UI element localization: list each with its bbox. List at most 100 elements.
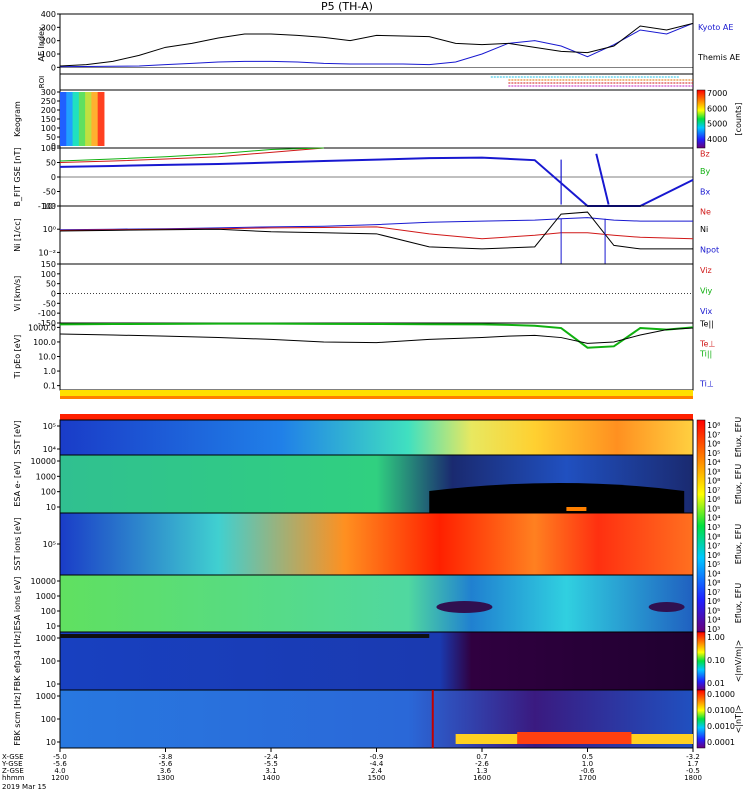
legend-kyoto-ae: Kyoto AE	[698, 23, 733, 32]
keogram-cell	[91, 92, 99, 146]
fbk-b-band	[517, 732, 632, 744]
axis-row-label: hhmm	[2, 774, 25, 782]
keogram-y-axis-label: Keogram	[13, 101, 22, 137]
axis-row-value: 0.7	[476, 753, 487, 761]
esa_e-y-tick-label: 100	[41, 488, 56, 497]
ae-y-tick-label: 0	[51, 63, 56, 72]
ae-y-tick-label: 100	[41, 50, 56, 59]
keogram-cell	[97, 92, 105, 146]
axis-row-value: 3.6	[160, 767, 172, 775]
eflux-colorbar-tick: 10⁷	[707, 486, 720, 495]
fbk_b-y-tick-label: 1000	[36, 692, 56, 701]
fbk_b-y-axis-label: FBK scm [Hz]	[13, 692, 22, 745]
axis-row-label: Z-GSE	[2, 767, 24, 775]
eflux-colorbar-tick: 10³	[707, 523, 720, 532]
mode-strip-yellow	[60, 390, 693, 396]
keogram-cell	[85, 92, 92, 146]
eflux-colorbar-tick: 10⁸	[707, 532, 720, 541]
legend-temperature-3: Ti⊥	[699, 380, 714, 389]
bfield-spike	[595, 153, 610, 205]
legend-ni: Ni	[700, 225, 708, 234]
velocity-panel-frame	[59, 263, 694, 324]
eflux-colorbar-tick: 10³	[707, 625, 720, 634]
sst_i-y-axis-label: SST ions [eV]	[13, 517, 22, 570]
temperature-y-tick-label: 100.0	[33, 338, 56, 347]
temperature-y-tick-label: 0.1	[43, 382, 56, 391]
eflux-colorbar-tick: 10⁷	[707, 430, 720, 439]
axis-row-value: 1.3	[476, 767, 487, 775]
eflux-colorbar-label: Eflux, EFU	[734, 583, 743, 624]
axis-row-value: 1600	[473, 774, 491, 782]
keogram-y-tick-label: 150	[41, 115, 56, 124]
fbk-e-colorbar-tick: 1.00	[707, 633, 725, 642]
axis-row-value: -5.0	[53, 753, 67, 761]
velocity-y-tick-label: -100	[38, 309, 56, 318]
axis-row-value: 2.4	[371, 767, 383, 775]
bfield-y-tick-label: 100	[41, 144, 56, 153]
fbk-b-colorbar-tick: 0.0100	[707, 706, 735, 715]
eflux-colorbar-tick: 10⁴	[707, 616, 720, 625]
plot-title: P5 (TH-A)	[321, 0, 373, 13]
esa_i-y-tick-label: 100	[41, 607, 56, 616]
axis-row-value: -0.5	[686, 767, 700, 775]
esa_i-spectrogram	[60, 575, 693, 632]
fbk-e-colorbar-label: <|mV/m|>	[734, 640, 743, 683]
axis-row-value: -3.2	[686, 753, 700, 761]
esa_i-y-tick-label: 10000	[31, 577, 56, 586]
temperature-series-line	[59, 327, 694, 344]
sst_e-spectrogram	[60, 420, 693, 455]
eflux-colorbar-label: Eflux, EFU	[734, 417, 743, 458]
fbk-e-colorbar-tick: 0.10	[707, 656, 725, 665]
axis-row-value: 1200	[51, 774, 69, 782]
axis-row-value: 1400	[262, 774, 280, 782]
sst_i-spectrogram	[60, 513, 693, 575]
eflux-colorbar-tick: 10⁶	[707, 440, 720, 449]
density-y-axis-label: Ni [1/cc]	[13, 218, 22, 252]
keogram-colorbar	[696, 89, 706, 149]
fbk-b-colorbar-tick: 0.0010	[707, 722, 735, 731]
eflux-colorbar-tick: 10⁷	[707, 542, 720, 551]
esa-e-spot	[566, 507, 587, 511]
ae-y-tick-label: 300	[41, 23, 56, 32]
temperature-y-tick-label: 10.0	[38, 353, 56, 362]
axis-row-value: -5.6	[53, 760, 67, 768]
axis-row-value: 0.5	[582, 753, 593, 761]
eflux-colorbar-tick: 10⁶	[707, 495, 720, 504]
velocity-y-tick-label: 50	[46, 280, 56, 289]
keogram-colorbar-tick: 6000	[707, 104, 727, 113]
axis-row-label: X-GSE	[2, 753, 24, 761]
density-series-line	[59, 211, 693, 250]
axis-row-value: -2.6	[475, 760, 489, 768]
fbk-b-colorbar	[696, 689, 706, 749]
density-y-tick-label: 10⁰	[43, 225, 56, 234]
ae-y-tick-label: 400	[41, 10, 56, 19]
legend-temperature-0: Te||	[699, 319, 714, 328]
bfield-y-tick-label: -50	[43, 188, 56, 197]
axis-row-value: 1700	[579, 774, 597, 782]
bfield-y-tick-label: 0	[51, 173, 56, 182]
eflux-colorbar-tick: 10⁵	[707, 606, 720, 615]
axis-row-value: 1500	[368, 774, 386, 782]
sst_i-y-tick-label: 10⁵	[43, 540, 56, 549]
velocity-y-axis-label: Vi [km/s]	[13, 276, 22, 312]
eflux-colorbar	[696, 419, 706, 633]
esa_i-y-axis-label: ESA ions [eV]	[13, 577, 22, 631]
esa-i-blob	[436, 601, 493, 613]
eflux-colorbar-tick: 10⁵	[707, 504, 720, 513]
keogram-cell	[60, 92, 67, 146]
axis-row-value: -2.4	[264, 753, 278, 761]
axis-row-value: 4.0	[54, 767, 65, 775]
bfield-series-line	[59, 147, 324, 163]
eflux-colorbar-tick: 10⁸	[707, 477, 720, 486]
fbk-e-colorbar	[696, 631, 706, 691]
axis-row-value: 1.7	[687, 760, 698, 768]
legend-temperature-1: Te⊥	[699, 339, 715, 348]
keogram-cell	[66, 92, 74, 146]
axis-row-value: -5.5	[264, 760, 278, 768]
eflux-colorbar-tick: 10⁷	[707, 588, 720, 597]
legend-bx: Bx	[700, 187, 710, 196]
fbk_b-y-tick-label: 100	[41, 715, 56, 724]
density-series-line	[59, 217, 693, 231]
eflux-colorbar-tick: 10⁴	[707, 569, 720, 578]
eflux-colorbar-tick: 10⁴	[707, 514, 720, 523]
